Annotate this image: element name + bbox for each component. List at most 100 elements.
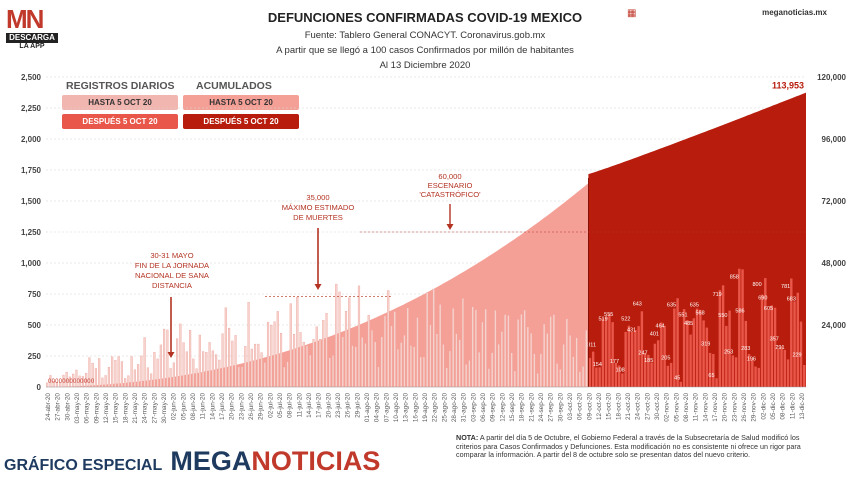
daily-value-label: 719 (713, 292, 722, 298)
daily-value-label: 185 (644, 358, 653, 364)
daily-zero-label: 0 (91, 379, 95, 385)
daily-value-label: 643 (633, 301, 642, 307)
daily-bar-after (686, 320, 689, 387)
daily-bar-before (234, 335, 237, 388)
annotation-arrowhead (167, 352, 175, 358)
daily-bar-before (231, 340, 234, 388)
chart-title: DEFUNCIONES CONFIRMADAS COVID-19 MEXICO (267, 10, 583, 25)
daily-bar-before (124, 378, 127, 388)
daily-bar-before (452, 308, 455, 388)
annotation-text: MÁXIMO ESTIMADO (282, 203, 355, 212)
y-left-tick: 2,000 (21, 135, 42, 144)
daily-bar-after (656, 340, 660, 387)
legend-cum-title: ACUMULADOS (196, 80, 272, 92)
daily-bar-before (377, 366, 380, 388)
daily-bar-after (725, 325, 728, 387)
x-tick-label: 18-oct-20 (615, 393, 622, 420)
daily-bar-after (630, 332, 634, 387)
daily-value-label: 485 (684, 321, 693, 327)
x-tick-label: 11-jun-20 (200, 393, 207, 420)
footer: GRÁFICO ESPECIAL MEGANOTICIAS (4, 446, 380, 477)
daily-bar-after (650, 362, 653, 387)
daily-bar-after (718, 290, 722, 387)
x-tick-label: 21-oct-20 (625, 393, 632, 420)
annotation-text: DISTANCIA (152, 281, 193, 290)
daily-bar-before (299, 332, 302, 388)
daily-bar-before (305, 345, 309, 388)
daily-bar-before (111, 356, 114, 388)
daily-bar-before (94, 368, 97, 388)
daily-bar-after (731, 355, 735, 387)
daily-value-label: 635 (690, 302, 699, 308)
daily-bar-before (150, 373, 153, 388)
daily-bar-before (328, 357, 331, 388)
daily-bar-before (140, 355, 143, 388)
logo-mark: MN (6, 4, 44, 34)
daily-bar-before (341, 336, 344, 388)
daily-bar-after (764, 278, 767, 387)
x-tick-label: 17-jun-20 (219, 393, 226, 420)
legend-cum-after: DESPUÉS 5 OCT 20 (183, 114, 299, 129)
daily-value-label: 605 (764, 306, 773, 312)
daily-bar-after (777, 348, 780, 387)
daily-zero-label: 0 (66, 379, 70, 385)
daily-bar-before (465, 364, 468, 388)
daily-bar-before (315, 326, 318, 388)
x-tick-label: 23-nov-20 (731, 393, 738, 422)
y-left-tick: 250 (28, 352, 42, 361)
x-tick-label: 23-jul-20 (335, 393, 342, 418)
daily-bar-before (143, 337, 146, 388)
daily-value-label: 683 (787, 296, 796, 302)
daily-bar-before (215, 354, 218, 388)
daily-value-label: 431 (627, 328, 636, 334)
y-left-tick: 1,250 (21, 228, 42, 237)
daily-bar-before (556, 363, 559, 388)
daily-bar-before (361, 337, 364, 388)
x-tick-label: 30-abr-20 (64, 393, 71, 421)
daily-bar-after (783, 349, 786, 387)
x-tick-label: 02-jun-20 (171, 393, 178, 420)
annotation-text: DE MUERTES (293, 213, 343, 222)
daily-bar-after (790, 278, 793, 387)
x-tick-label: 27-abr-20 (55, 393, 62, 421)
daily-bar-before (163, 328, 166, 388)
x-tick-label: 27-oct-20 (644, 393, 651, 420)
daily-bar-after (760, 294, 764, 387)
x-tick-label: 20-nov-20 (722, 393, 729, 422)
daily-bar-before (478, 351, 481, 388)
daily-zero-label: 0 (87, 379, 91, 385)
daily-zero-label: 0 (59, 379, 63, 385)
daily-bar-before (312, 339, 315, 388)
daily-bar-before (491, 352, 494, 388)
daily-bar-before (403, 334, 406, 388)
daily-bar-before (484, 308, 487, 388)
daily-bar-after (676, 298, 679, 387)
daily-value-label: 108 (616, 368, 625, 374)
y-right-tick: 24,000 (822, 321, 847, 330)
daily-value-label: 196 (747, 357, 756, 363)
daily-value-label: 357 (770, 337, 779, 343)
chart-date: Al 13 Diciembre 2020 (379, 60, 471, 71)
x-tick-label: 24-sep-20 (538, 393, 545, 422)
daily-value-label: 519 (598, 317, 607, 323)
daily-bar-after (666, 365, 670, 387)
x-tick-label: 12-sep-20 (499, 393, 506, 422)
daily-bar-before (543, 323, 546, 388)
daily-bar-after (689, 334, 692, 387)
daily-value-label: 311 (587, 342, 596, 348)
x-tick-label: 30-oct-20 (654, 393, 661, 420)
daily-bar-before (520, 314, 523, 388)
x-tick-label: 25-ago-20 (441, 393, 448, 423)
daily-bar-before (390, 325, 393, 388)
daily-value-label: 247 (638, 350, 647, 356)
daily-bar-before (357, 285, 361, 388)
daily-bar-before (279, 333, 283, 388)
daily-bar-before (247, 302, 250, 388)
x-tick-label: 23-jun-20 (238, 393, 245, 420)
x-tick-label: 24-may-20 (142, 393, 149, 424)
daily-bar-after (621, 373, 624, 387)
daily-bar-after (617, 365, 621, 387)
daily-bar-before (526, 326, 529, 388)
x-tick-label: 15-sep-20 (509, 393, 516, 422)
x-tick-label: 30-may-20 (161, 393, 168, 424)
